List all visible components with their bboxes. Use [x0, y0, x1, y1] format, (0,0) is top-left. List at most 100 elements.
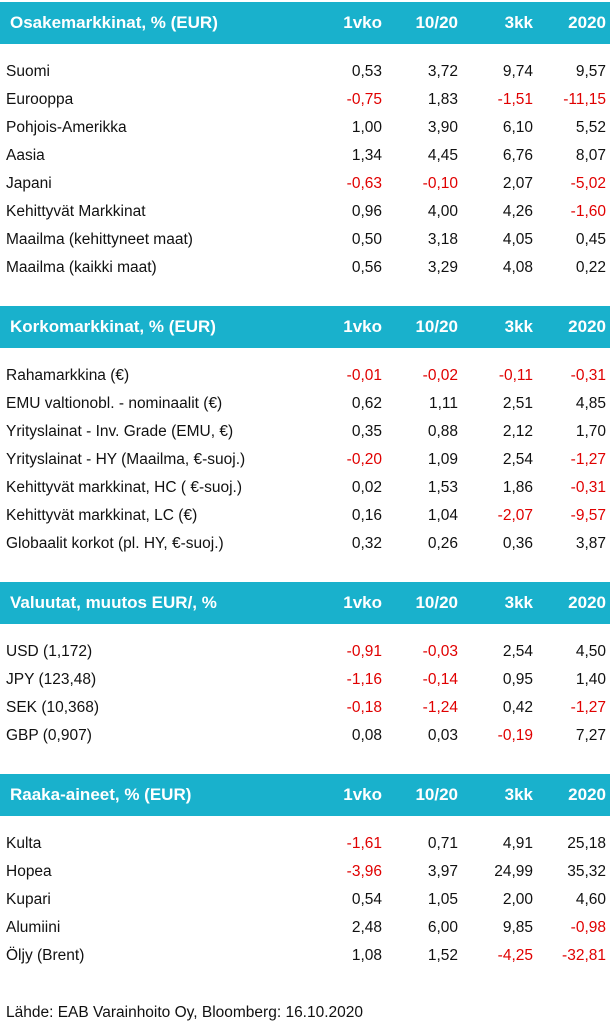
value-cell: 24,99: [494, 863, 533, 880]
value-cell: 1,52: [427, 947, 458, 964]
value-cell: -1,51: [497, 91, 533, 108]
row-label: Yrityslainat - Inv. Grade (EMU, €): [6, 423, 234, 440]
value-cell: 0,71: [427, 835, 458, 852]
value-cell: 0,88: [427, 423, 458, 440]
value-cell: 4,26: [502, 203, 533, 220]
value-cell: -0,19: [497, 727, 533, 744]
value-cell: -0,31: [570, 367, 606, 384]
value-cell: 2,51: [502, 395, 533, 412]
value-cell: 0,95: [502, 671, 533, 688]
table-row: Maailma (kaikki maat) 0,56 3,29 4,08 0,22: [0, 254, 610, 282]
value-cell: 0,53: [351, 63, 382, 80]
table-section: Osakemarkkinat, % (EUR) 1vko 10/20 3kk 2020 S…: [0, 2, 610, 282]
column-header: 1vko: [343, 13, 382, 32]
row-label: GBP (0,907): [6, 727, 92, 744]
column-header: 2020: [568, 317, 606, 336]
value-cell: -0,02: [422, 367, 458, 384]
section-header: Raaka-aineet, % (EUR) 1vko 10/20 3kk 2020: [0, 774, 610, 816]
column-header: 1vko: [343, 317, 382, 336]
value-cell: -3,96: [346, 863, 382, 880]
row-label: Suomi: [6, 63, 50, 80]
section-header: Korkomarkkinat, % (EUR) 1vko 10/20 3kk 2020: [0, 306, 610, 348]
value-cell: 4,50: [575, 643, 606, 660]
row-label: Öljy (Brent): [6, 947, 85, 964]
value-cell: 1,83: [427, 91, 458, 108]
row-label: Globaalit korkot (pl. HY, €-suoj.): [6, 535, 224, 552]
table-row: Pohjois-Amerikka 1,00 3,90 6,10 5,52: [0, 114, 610, 142]
row-label: Eurooppa: [6, 91, 74, 108]
value-cell: 3,29: [427, 259, 458, 276]
column-header: 3kk: [504, 13, 533, 32]
value-cell: 5,52: [575, 119, 606, 136]
row-label: Kulta: [6, 835, 42, 852]
value-cell: -5,02: [570, 175, 606, 192]
value-cell: 6,76: [502, 147, 533, 164]
section-title: Valuutat, muutos EUR/, %: [10, 593, 217, 612]
value-cell: 2,07: [502, 175, 533, 192]
value-cell: 1,09: [427, 451, 458, 468]
table-row: GBP (0,907) 0,08 0,03 -0,19 7,27: [0, 722, 610, 750]
value-cell: 1,05: [427, 891, 458, 908]
value-cell: -0,01: [346, 367, 382, 384]
column-header: 2020: [568, 13, 606, 32]
value-cell: 35,32: [567, 863, 606, 880]
value-cell: 3,87: [575, 535, 606, 552]
row-label: Aasia: [6, 147, 45, 164]
column-header: 2020: [568, 785, 606, 804]
table-row: Yrityslainat - HY (Maailma, €-suoj.) -0,2…: [0, 446, 610, 474]
table-row: SEK (10,368) -0,18 -1,24 0,42 -1,27: [0, 694, 610, 722]
value-cell: -1,27: [570, 699, 606, 716]
value-cell: 0,32: [351, 535, 382, 552]
column-header: 1vko: [343, 785, 382, 804]
table-row: Kehittyvät Markkinat 0,96 4,00 4,26 -1,60: [0, 198, 610, 226]
table-row: Alumiini 2,48 6,00 9,85 -0,98: [0, 914, 610, 942]
value-cell: 0,42: [502, 699, 533, 716]
row-label: Hopea: [6, 863, 52, 880]
row-label: EMU valtionobl. - nominaalit (€): [6, 395, 223, 412]
table-section: Korkomarkkinat, % (EUR) 1vko 10/20 3kk 2020 R…: [0, 306, 610, 558]
value-cell: -2,07: [497, 507, 533, 524]
value-cell: 0,45: [575, 231, 606, 248]
table-row: Maailma (kehittyneet maat) 0,50 3,18 4,05 0,…: [0, 226, 610, 254]
value-cell: 3,18: [427, 231, 458, 248]
value-cell: 1,40: [575, 671, 606, 688]
column-header: 2020: [568, 593, 606, 612]
value-cell: 2,54: [502, 451, 533, 468]
row-label: Kehittyvät markkinat, LC (€): [6, 507, 198, 524]
column-header: 3kk: [504, 785, 533, 804]
value-cell: -0,91: [346, 643, 382, 660]
table-row: Aasia 1,34 4,45 6,76 8,07: [0, 142, 610, 170]
value-cell: -32,81: [562, 947, 606, 964]
value-cell: -1,61: [346, 835, 382, 852]
value-cell: 0,03: [427, 727, 458, 744]
table-row: Kulta -1,61 0,71 4,91 25,18: [0, 830, 610, 858]
column-header: 10/20: [415, 785, 458, 804]
row-label: Kehittyvät Markkinat: [6, 203, 146, 220]
column-header: 1vko: [343, 593, 382, 612]
row-label: Maailma (kehittyneet maat): [6, 231, 193, 248]
value-cell: 0,96: [351, 203, 382, 220]
value-cell: 0,36: [502, 535, 533, 552]
row-label: SEK (10,368): [6, 699, 100, 716]
value-cell: -1,16: [346, 671, 382, 688]
value-cell: 0,56: [351, 259, 382, 276]
value-cell: 25,18: [567, 835, 606, 852]
row-label: Japani: [6, 175, 52, 192]
table-row: Kehittyvät markkinat, LC (€) 0,16 1,04 -2,0…: [0, 502, 610, 530]
row-label: JPY (123,48): [6, 671, 97, 688]
value-cell: 8,07: [575, 147, 606, 164]
table-row: Eurooppa -0,75 1,83 -1,51 -11,15: [0, 86, 610, 114]
value-cell: 2,48: [351, 919, 382, 936]
row-label: USD (1,172): [6, 643, 93, 660]
table-row: Hopea -3,96 3,97 24,99 35,32: [0, 858, 610, 886]
tables: Osakemarkkinat, % (EUR) 1vko 10/20 3kk 2020 S…: [0, 2, 610, 970]
value-cell: 0,22: [575, 259, 606, 276]
value-cell: 4,08: [502, 259, 533, 276]
value-cell: -4,25: [497, 947, 533, 964]
row-label: Pohjois-Amerikka: [6, 119, 127, 136]
value-cell: 4,45: [427, 147, 458, 164]
value-cell: 0,54: [351, 891, 382, 908]
value-cell: -0,18: [346, 699, 382, 716]
value-cell: 3,97: [427, 863, 458, 880]
value-cell: 3,90: [427, 119, 458, 136]
